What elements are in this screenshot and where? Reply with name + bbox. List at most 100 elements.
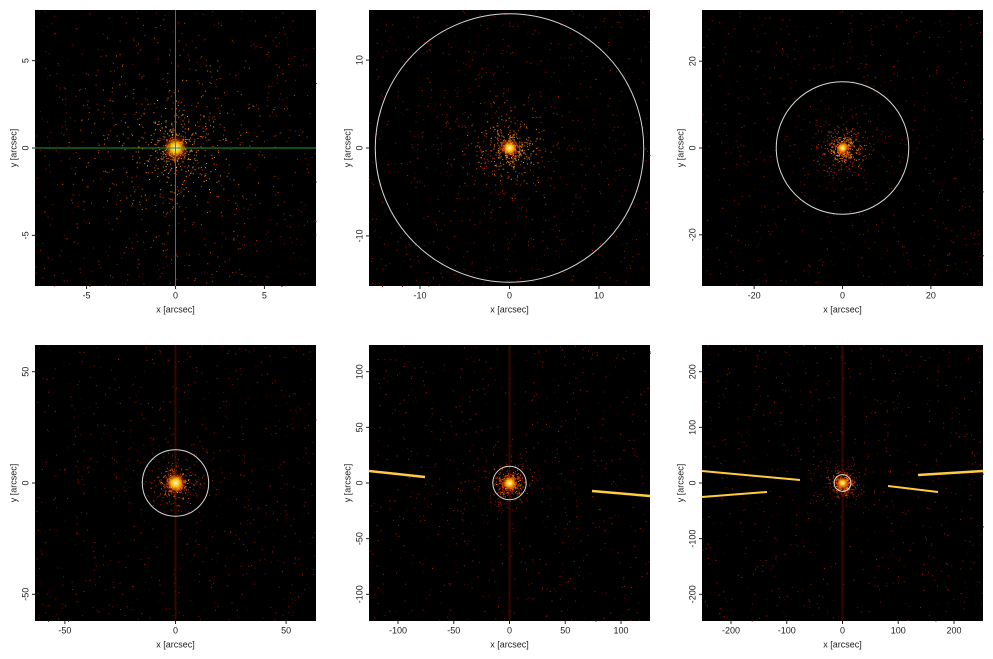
photon: [172, 208, 174, 210]
photon: [217, 107, 219, 109]
photon: [853, 141, 854, 143]
photon: [448, 122, 450, 124]
photon: [148, 158, 150, 160]
photon: [848, 136, 850, 138]
photon: [229, 275, 231, 277]
photon: [882, 20, 884, 22]
photon: [199, 574, 201, 575]
photon: [844, 137, 846, 139]
photon: [159, 409, 160, 411]
photon: [197, 436, 198, 438]
photon: [843, 124, 845, 126]
photon: [856, 122, 858, 124]
photon: [236, 208, 237, 210]
photon: [824, 175, 826, 177]
photon: [258, 182, 259, 184]
photon: [422, 136, 424, 138]
photon: [159, 189, 161, 191]
photon: [203, 181, 205, 182]
photon: [816, 148, 817, 149]
photon: [620, 27, 622, 28]
photon: [516, 136, 518, 138]
photon: [980, 269, 982, 270]
y-axis-label: y [arcsec]: [675, 129, 685, 168]
photon: [889, 265, 891, 267]
photon: [947, 265, 949, 266]
photon: [486, 160, 488, 162]
photon: [946, 270, 948, 272]
photon: [258, 108, 260, 110]
photon: [289, 237, 291, 239]
photon: [66, 280, 68, 282]
photon: [828, 150, 830, 152]
photon: [931, 208, 932, 210]
photon: [846, 166, 847, 168]
photon: [542, 231, 544, 233]
photon: [497, 133, 499, 135]
photon: [265, 35, 267, 37]
photon: [274, 175, 276, 177]
photon: [406, 249, 408, 251]
photon: [593, 123, 594, 125]
photon: [154, 167, 156, 169]
photon: [784, 139, 786, 141]
photon: [849, 151, 851, 153]
photon: [491, 117, 493, 119]
photon: [37, 244, 38, 246]
photon: [748, 98, 750, 100]
photon: [955, 97, 957, 99]
photon: [137, 460, 139, 462]
photon: [294, 172, 296, 174]
photon: [239, 144, 241, 146]
photon: [464, 74, 466, 76]
photon: [248, 499, 250, 501]
photon: [775, 223, 777, 225]
photon: [813, 198, 815, 200]
photon: [275, 37, 277, 38]
photon: [405, 246, 407, 248]
photon: [158, 123, 160, 125]
photon: [517, 176, 518, 178]
photon: [778, 178, 780, 180]
photon: [454, 210, 456, 212]
photon: [617, 21, 619, 23]
photon: [193, 222, 195, 224]
photon: [858, 159, 860, 161]
photon: [864, 145, 866, 147]
photon: [205, 129, 207, 131]
photon: [186, 80, 188, 82]
photon: [196, 149, 198, 151]
photon: [413, 16, 415, 18]
photon: [429, 50, 431, 52]
photon: [286, 43, 288, 45]
photon: [718, 179, 720, 181]
photon: [75, 593, 77, 595]
x-tick-label: -5: [83, 290, 91, 300]
photon: [256, 366, 258, 368]
photon: [493, 101, 495, 103]
photon: [856, 152, 858, 154]
photon: [45, 168, 47, 170]
photon: [209, 65, 211, 67]
photon: [125, 96, 126, 98]
photon: [840, 181, 842, 183]
photon: [918, 142, 920, 144]
photon: [202, 136, 204, 138]
photon: [849, 164, 851, 166]
photon: [613, 178, 615, 180]
photon: [385, 264, 387, 266]
photon: [103, 143, 105, 145]
photon: [99, 576, 101, 578]
photon: [300, 128, 302, 130]
photon: [216, 181, 218, 183]
photon: [267, 231, 269, 233]
photon: [972, 185, 974, 187]
photon: [870, 43, 872, 45]
photon: [71, 198, 73, 200]
photon: [836, 139, 838, 140]
photon: [848, 132, 850, 133]
photon: [191, 134, 193, 136]
photon: [233, 231, 235, 233]
photon: [963, 273, 965, 275]
photon: [210, 83, 212, 84]
